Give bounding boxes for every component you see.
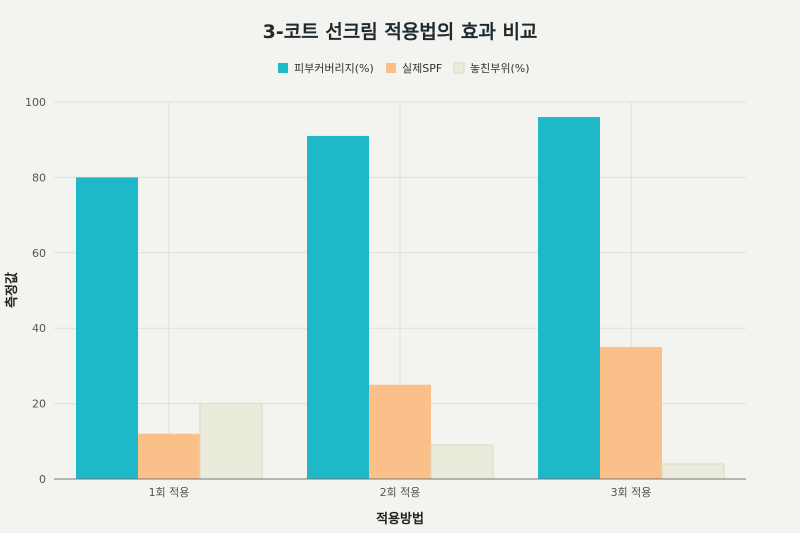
legend-label: 놓친부위(%) (470, 62, 530, 75)
legend: 피부커버리지(%) 실제SPF 놓친부위(%) (278, 62, 530, 75)
bar (369, 384, 431, 479)
bar (600, 347, 662, 479)
axes: 0 20 40 60 80 100 1회 적용 2회 적용 3회 적용 (25, 96, 746, 499)
legend-label: 피부커버리지(%) (294, 62, 374, 75)
legend-swatch (386, 63, 396, 73)
bars (76, 117, 725, 480)
bar (307, 135, 369, 479)
bar (661, 463, 725, 480)
legend-label: 실제SPF (402, 62, 442, 75)
bar (138, 433, 200, 479)
y-axis-label: 측정값 (4, 272, 20, 308)
x-tick-label: 1회 적용 (149, 486, 190, 499)
y-tick-label: 80 (32, 171, 46, 184)
x-tick-label: 3회 적용 (611, 486, 652, 499)
bar (199, 403, 263, 480)
y-tick-label: 40 (32, 322, 46, 335)
chart-title: 3-코트 선크림 적용법의 효과 비교 (263, 21, 538, 43)
y-tick-label: 60 (32, 247, 46, 260)
bar (76, 177, 138, 479)
y-tick-label: 100 (25, 96, 46, 109)
legend-swatch (278, 63, 288, 73)
x-tick-label: 2회 적용 (380, 486, 421, 499)
y-tick-label: 20 (32, 398, 46, 411)
y-tick-label: 0 (39, 473, 46, 486)
x-axis-label: 적용방법 (376, 511, 424, 527)
bar (538, 117, 600, 479)
bar (430, 444, 494, 480)
legend-swatch (453, 62, 465, 74)
